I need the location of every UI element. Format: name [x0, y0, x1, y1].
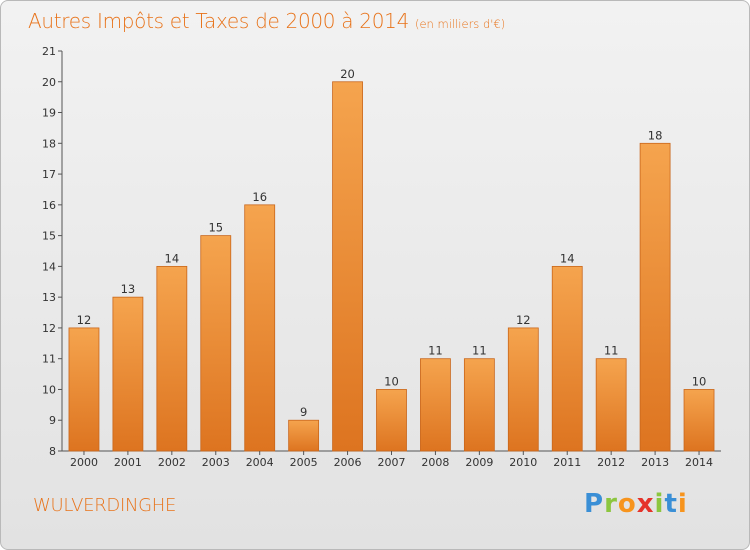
y-tick-label: 13 [42, 291, 56, 304]
bar [683, 389, 715, 452]
bar-value-label: 10 [692, 374, 707, 388]
bar-value-label: 9 [300, 405, 307, 419]
x-tick-label: 2010 [509, 456, 537, 469]
x-tick-label: 2009 [465, 456, 493, 469]
chart-unit-note: (en milliers d'€) [415, 17, 506, 31]
x-tick-label: 2005 [290, 456, 318, 469]
x-tick-label: 2000 [70, 456, 98, 469]
logo-letter: r [604, 489, 618, 519]
x-tick-label: 2011 [553, 456, 581, 469]
bar [507, 327, 539, 452]
y-tick-label: 14 [42, 260, 56, 273]
bar [332, 81, 363, 452]
bar-value-label: 13 [121, 282, 136, 296]
commune-name: WULVERDINGHE [33, 495, 177, 516]
x-tick-label: 2008 [421, 456, 449, 469]
y-tick-label: 11 [42, 353, 56, 366]
bar [244, 204, 276, 452]
y-tick-label: 20 [42, 76, 56, 89]
logo-letter: t [664, 489, 678, 519]
logo-letter: i [677, 489, 688, 519]
x-tick-label: 2014 [685, 456, 713, 469]
bar-value-label: 15 [208, 221, 223, 235]
chart-title: Autres Impôts et Taxes de 2000 à 2014 (en… [28, 9, 505, 33]
bar-value-label: 10 [384, 374, 399, 388]
chart-title-text: Autres Impôts et Taxes de 2000 à 2014 [28, 9, 409, 33]
bar [68, 327, 100, 452]
bar-value-label: 11 [428, 344, 443, 358]
y-tick-label: 21 [42, 45, 56, 58]
x-tick-label: 2003 [202, 456, 230, 469]
bar-value-label: 11 [472, 344, 487, 358]
bar-value-label: 20 [340, 67, 355, 81]
x-tick-label: 2001 [114, 456, 142, 469]
bar-value-label: 12 [516, 313, 531, 327]
logo-letter: o [617, 489, 637, 519]
y-tick-label: 9 [49, 414, 56, 427]
x-tick-label: 2013 [641, 456, 669, 469]
bar-value-label: 11 [604, 344, 619, 358]
y-tick-label: 10 [42, 383, 56, 396]
bar [112, 296, 144, 452]
bar [551, 265, 583, 452]
y-tick-label: 15 [42, 230, 56, 243]
x-tick-label: 2002 [158, 456, 186, 469]
bar-value-label: 16 [252, 190, 267, 204]
logo-letter: i [654, 489, 665, 519]
y-tick-label: 16 [42, 199, 56, 212]
y-tick-label: 8 [49, 445, 56, 458]
y-tick-label: 12 [42, 322, 56, 335]
bar [420, 358, 451, 452]
bar-value-label: 12 [77, 313, 92, 327]
bar [595, 358, 627, 452]
proxiti-logo: Proxiti [584, 489, 688, 519]
bar-value-label: 18 [648, 128, 663, 142]
x-tick-label: 2004 [246, 456, 274, 469]
bar [376, 389, 407, 452]
y-tick-label: 17 [42, 168, 56, 181]
bar [288, 419, 320, 452]
logo-letter: P [584, 489, 605, 519]
bar [156, 265, 188, 452]
bar [200, 235, 232, 452]
x-tick-label: 2012 [597, 456, 625, 469]
bar-value-label: 14 [560, 251, 575, 265]
x-tick-label: 2007 [378, 456, 406, 469]
bar-value-label: 14 [165, 251, 180, 265]
y-tick-label: 19 [42, 107, 56, 120]
bar [639, 142, 671, 452]
y-tick-label: 18 [42, 137, 56, 150]
bar [463, 358, 495, 452]
x-tick-label: 2006 [334, 456, 362, 469]
logo-letter: x [636, 489, 655, 519]
